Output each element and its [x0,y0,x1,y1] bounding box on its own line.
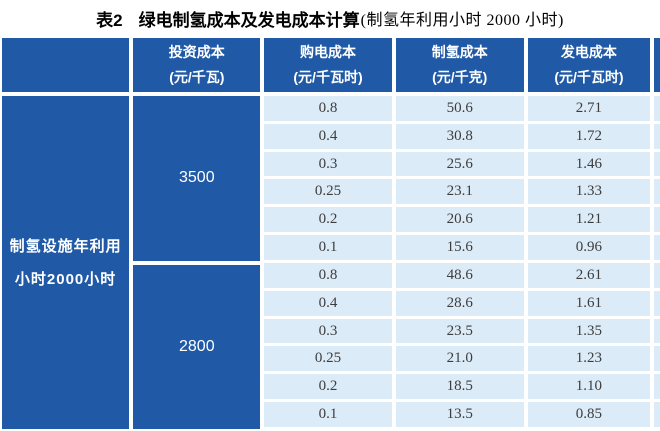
clipped-cell [654,179,660,205]
purchase-cost-cell: 0.2 [264,374,392,400]
clipped-cell [654,346,660,372]
purchase-cost-cell: 0.4 [264,290,392,316]
power-cost-cell: 1.10 [527,374,651,400]
column-investment-cost: 投资成本 (元/千瓦) 3500 2800 [133,38,261,429]
purchase-cost-cell: 0.1 [264,402,392,427]
clipped-cell [654,207,660,233]
purchase-cost-cell: 0.3 [264,318,392,344]
purchase-cost-cell: 0.25 [264,179,392,205]
hydrogen-cost-cell: 25.6 [395,151,524,177]
header-hydrogen-cost: 制氢成本 (元/千克) [395,38,524,92]
row-label-line2: 小时2000小时 [14,270,117,288]
purchase-cost-cell: 0.25 [264,346,392,372]
column-row-label: 制氢设施年利用 小时2000小时 [2,38,130,429]
clipped-cell [654,374,660,400]
clipped-cell [654,402,660,427]
power-cost-cell: 0.85 [527,402,651,427]
clipped-cell [654,290,660,316]
hydrogen-cost-cell: 28.6 [395,290,524,316]
header-empty-cell [2,38,130,92]
purchase-cost-cell: 0.3 [264,151,392,177]
header-purchase-unit: (元/千瓦时) [293,69,363,85]
column-hydrogen-cost: 制氢成本 (元/千克) 50.6 30.8 25.6 23.1 20.6 15.6 48.6… [395,38,524,429]
column-power-cost: 发电成本 (元/千瓦时) 2.71 1.72 1.46 1.33 1.21 0.96 2.6… [527,38,651,429]
hydrogen-cost-cell: 21.0 [395,346,524,372]
header-power-cost: 发电成本 (元/千瓦时) [527,38,651,92]
hydrogen-cost-cell: 30.8 [395,123,524,149]
power-cost-cell: 0.96 [527,235,651,260]
hydrogen-cost-cell: 23.5 [395,318,524,344]
power-cost-cell: 2.71 [527,96,651,121]
power-cost-cell: 1.33 [527,179,651,205]
table-title-text: 绿电制氢成本及发电成本计算 [138,10,360,30]
purchase-cost-cell: 0.2 [264,207,392,233]
column-purchase-cost: 购电成本 (元/千瓦时) 0.8 0.4 0.3 0.25 0.2 0.1 0.8 0.4 0.… [264,38,392,429]
row-label-line1: 制氢设施年利用 [9,237,122,255]
header-power-label: 发电成本 [560,44,617,60]
power-cost-cell: 2.61 [527,262,651,288]
header-investment-cost: 投资成本 (元/千瓦) [133,38,261,92]
row-label-cell: 制氢设施年利用 小时2000小时 [2,96,130,429]
power-cost-cell: 1.21 [527,207,651,233]
clipped-cell [654,123,660,149]
header-hydrogen-unit: (元/千克) [432,69,488,85]
hydrogen-cost-rows: 50.6 30.8 25.6 23.1 20.6 15.6 48.6 28.6 23.5 21.0… [395,96,524,427]
purchase-cost-cell: 0.8 [264,96,392,121]
table-caption: 表2 绿电制氢成本及发电成本计算 (制氢年利用小时 2000 小时) [0,0,660,36]
hydrogen-cost-cell: 15.6 [395,235,524,260]
clipped-header-cell [654,38,660,92]
purchase-cost-cell: 0.4 [264,123,392,149]
clipped-cell [654,318,660,344]
table-title-note: (制氢年利用小时 2000 小时) [360,12,564,29]
header-investment-label: 投资成本 [168,44,225,60]
hydrogen-cost-cell: 20.6 [395,207,524,233]
power-cost-cell: 1.61 [527,290,651,316]
header-purchase-label: 购电成本 [300,44,356,60]
header-purchase-cost: 购电成本 (元/千瓦时) [264,38,392,92]
header-investment-unit: (元/千瓦) [169,69,225,85]
purchase-cost-rows: 0.8 0.4 0.3 0.25 0.2 0.1 0.8 0.4 0.3 0.25 0.2 0.1 [264,96,392,427]
hydrogen-cost-cell: 48.6 [395,262,524,288]
table-number: 表2 [96,10,123,30]
power-cost-cell: 1.72 [527,123,651,149]
clipped-column-rows [654,96,660,427]
clipped-cell [654,96,660,121]
power-cost-cell: 1.46 [527,151,651,177]
hydrogen-cost-cell: 18.5 [395,374,524,400]
power-cost-cell: 1.23 [527,346,651,372]
header-hydrogen-label: 制氢成本 [431,44,488,60]
power-cost-cell: 1.35 [527,318,651,344]
clipped-cell [654,151,660,177]
purchase-cost-cell: 0.1 [264,235,392,260]
power-cost-rows: 2.71 1.72 1.46 1.33 1.21 0.96 2.61 1.61 1.35 1.23… [527,96,651,427]
hydrogen-cost-cell: 13.5 [395,402,524,427]
hydrogen-cost-cell: 50.6 [395,96,524,121]
purchase-cost-cell: 0.8 [264,262,392,288]
investment-group-3500-cell: 3500 [133,96,261,261]
header-power-unit: (元/千瓦时) [554,69,624,85]
investment-group-2800-cell: 2800 [133,264,261,429]
clipped-cell [654,262,660,288]
cost-table: 制氢设施年利用 小时2000小时 投资成本 (元/千瓦) 3500 2800 购… [2,38,660,429]
hydrogen-cost-cell: 23.1 [395,179,524,205]
clipped-cell [654,235,660,260]
clipped-right-column [654,38,660,429]
